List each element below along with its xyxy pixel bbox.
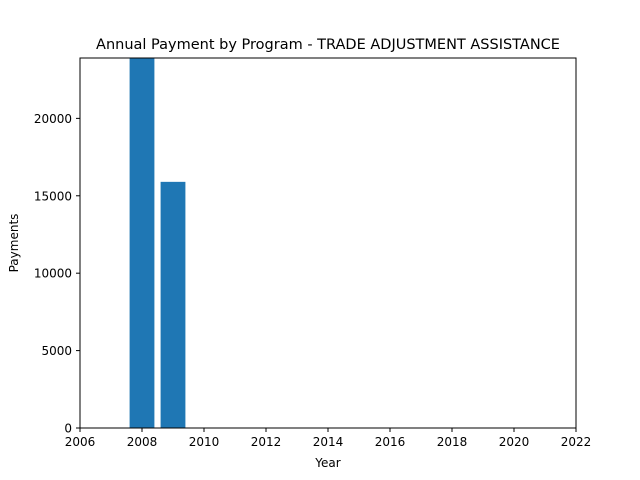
y-tick-label: 10000 bbox=[34, 267, 72, 281]
x-tick-label: 2014 bbox=[313, 435, 344, 449]
bar-2009 bbox=[160, 181, 186, 428]
x-tick-label: 2008 bbox=[127, 435, 158, 449]
bar-2008 bbox=[129, 58, 155, 428]
x-tick-label: 2010 bbox=[189, 435, 220, 449]
y-tick-label: 15000 bbox=[34, 189, 72, 203]
x-tick-label: 2022 bbox=[561, 435, 592, 449]
x-tick-label: 2020 bbox=[499, 435, 530, 449]
bars-group bbox=[129, 58, 186, 428]
y-tick-label: 0 bbox=[64, 422, 72, 436]
x-axis-ticks: 2006 2008 2010 2012 2014 2016 2018 2020 2022 bbox=[65, 428, 592, 449]
y-axis-ticks: 0 5000 10000 15000 20000 bbox=[34, 112, 80, 436]
y-tick-label: 20000 bbox=[34, 112, 72, 126]
x-tick-label: 2018 bbox=[437, 435, 468, 449]
y-tick-label: 5000 bbox=[41, 344, 72, 358]
chart-title: Annual Payment by Program - TRADE ADJUST… bbox=[96, 37, 560, 53]
x-tick-label: 2006 bbox=[65, 435, 96, 449]
x-axis-label: Year bbox=[314, 456, 340, 470]
y-axis-label: Payments bbox=[7, 214, 21, 273]
x-tick-label: 2016 bbox=[375, 435, 406, 449]
x-tick-label: 2012 bbox=[251, 435, 282, 449]
plot-frame bbox=[79, 57, 577, 429]
